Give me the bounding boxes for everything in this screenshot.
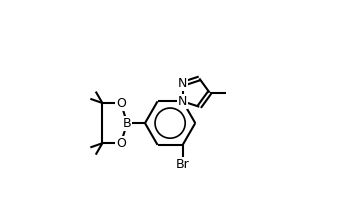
Text: B: B [123,117,131,130]
Text: N: N [178,95,187,108]
Text: Br: Br [176,158,190,171]
Text: O: O [116,137,126,150]
Text: N: N [178,77,187,90]
Text: O: O [116,97,126,110]
